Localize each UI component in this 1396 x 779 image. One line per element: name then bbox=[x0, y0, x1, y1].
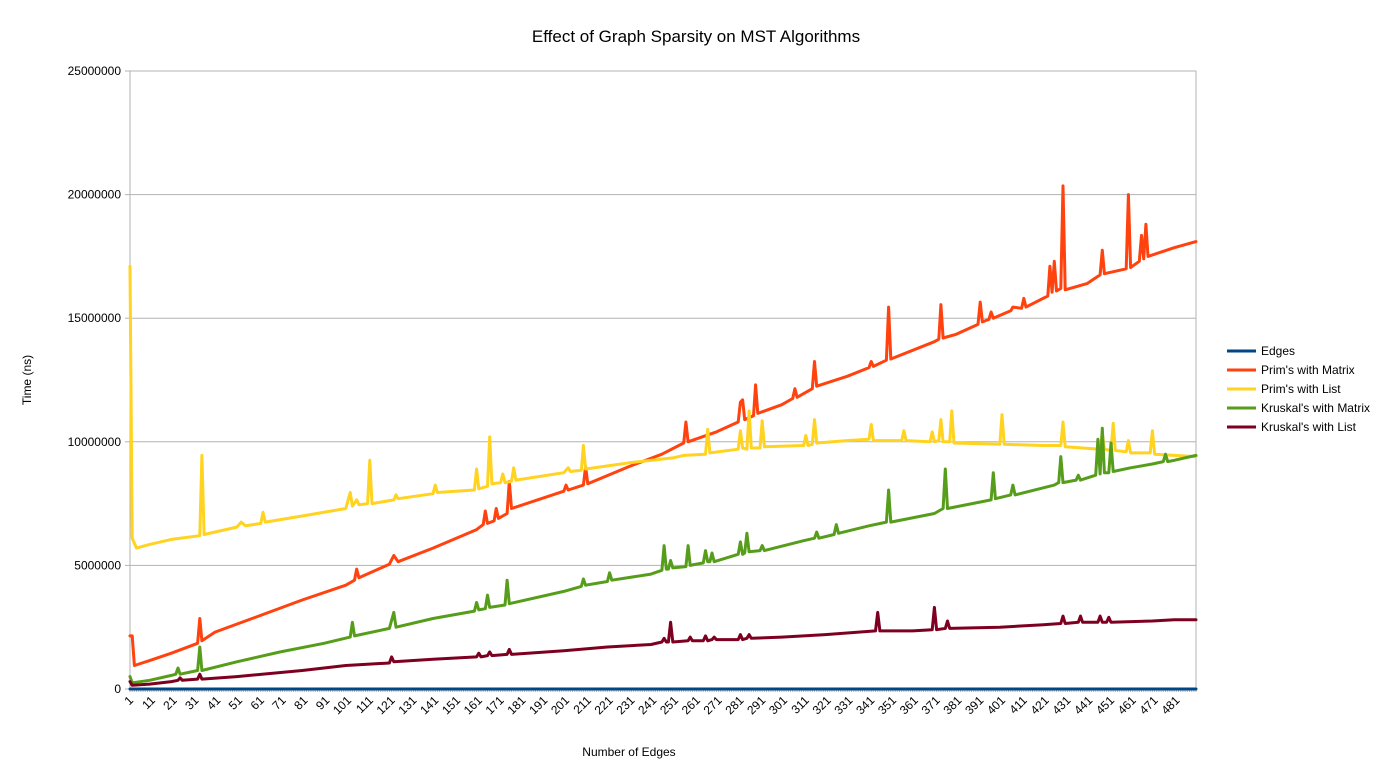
x-tick-label: 261 bbox=[679, 693, 703, 717]
x-axis-ticks: 1 11 21 31 41 51 61 71 81 91101111121131141151161… bbox=[121, 689, 1197, 717]
x-tick-label: 311 bbox=[788, 693, 812, 717]
x-tick-label: 41 bbox=[204, 693, 224, 713]
y-tick-label: 5000000 bbox=[74, 558, 121, 572]
y-axis-ticks: 0 5000000 10000000 15000000 20000000 25000000 bbox=[68, 64, 122, 696]
x-tick-label: 211 bbox=[570, 693, 594, 717]
x-tick-label: 301 bbox=[766, 693, 790, 717]
y-tick-label: 20000000 bbox=[68, 188, 122, 202]
x-tick-label: 241 bbox=[635, 693, 659, 717]
y-tick-label: 10000000 bbox=[68, 435, 122, 449]
x-axis-title: Number of Edges bbox=[582, 745, 675, 759]
series-line-3 bbox=[128, 426, 1198, 685]
x-tick-label: 251 bbox=[657, 693, 681, 717]
x-tick-label: 331 bbox=[831, 693, 855, 717]
x-tick-label: 31 bbox=[182, 693, 202, 713]
gridlines bbox=[125, 70, 1196, 690]
legend-label: Prim's with List bbox=[1261, 382, 1341, 396]
y-tick-label: 0 bbox=[114, 682, 121, 696]
x-tick-label: 231 bbox=[613, 693, 637, 717]
x-tick-label: 361 bbox=[897, 693, 921, 717]
x-tick-label: 471 bbox=[1137, 693, 1161, 717]
x-tick-label: 321 bbox=[810, 693, 834, 717]
x-tick-label: 441 bbox=[1071, 693, 1095, 717]
y-tick-label: 15000000 bbox=[68, 311, 122, 325]
x-tick-label: 151 bbox=[439, 693, 463, 717]
x-tick-label: 111 bbox=[353, 693, 376, 716]
x-tick-label: 71 bbox=[269, 693, 289, 713]
x-tick-label: 131 bbox=[395, 693, 419, 717]
x-tick-label: 281 bbox=[722, 693, 746, 717]
series-line-4 bbox=[128, 605, 1198, 687]
x-tick-label: 461 bbox=[1115, 693, 1139, 717]
x-tick-label: 61 bbox=[248, 693, 268, 713]
x-tick-label: 21 bbox=[160, 693, 180, 713]
x-tick-label: 161 bbox=[461, 693, 485, 717]
series-line-1 bbox=[128, 184, 1198, 667]
series-lines bbox=[128, 184, 1198, 691]
x-tick-label: 411 bbox=[1006, 693, 1030, 717]
x-tick-label: 141 bbox=[417, 693, 441, 717]
series-line-2 bbox=[128, 264, 1198, 550]
chart-title: Effect of Graph Sparsity on MST Algorith… bbox=[532, 27, 860, 46]
plot-area bbox=[129, 70, 1197, 690]
x-tick-label: 81 bbox=[291, 693, 311, 713]
x-tick-label: 371 bbox=[919, 693, 943, 717]
y-axis-title: Time (ns) bbox=[20, 355, 34, 405]
x-tick-label: 101 bbox=[330, 693, 354, 717]
y-tick-label: 25000000 bbox=[68, 64, 122, 78]
x-tick-label: 341 bbox=[853, 693, 877, 717]
legend: Edges Prim's with Matrix Prim's with List K… bbox=[1227, 344, 1370, 434]
x-tick-label: 291 bbox=[744, 693, 768, 717]
x-tick-label: 121 bbox=[374, 693, 398, 717]
x-tick-label: 351 bbox=[875, 693, 899, 717]
legend-label: Edges bbox=[1261, 344, 1295, 358]
x-tick-label: 391 bbox=[962, 693, 986, 717]
legend-label: Prim's with Matrix bbox=[1261, 363, 1355, 377]
x-tick-label: 11 bbox=[139, 693, 158, 712]
x-tick-label: 401 bbox=[984, 693, 1008, 717]
x-tick-label: 51 bbox=[226, 693, 246, 713]
x-tick-label: 1 bbox=[121, 693, 136, 708]
x-tick-label: 431 bbox=[1049, 693, 1073, 717]
legend-label: Kruskal's with List bbox=[1261, 420, 1357, 434]
x-tick-label: 91 bbox=[313, 693, 333, 713]
x-tick-label: 201 bbox=[548, 693, 572, 717]
x-tick-label: 181 bbox=[504, 693, 528, 717]
x-tick-label: 191 bbox=[526, 693, 550, 717]
legend-label: Kruskal's with Matrix bbox=[1261, 401, 1370, 415]
x-tick-label: 381 bbox=[940, 693, 964, 717]
x-tick-label: 221 bbox=[592, 693, 616, 717]
x-tick-label: 451 bbox=[1093, 693, 1117, 717]
x-tick-label: 481 bbox=[1158, 693, 1182, 717]
x-tick-label: 421 bbox=[1028, 693, 1052, 717]
x-tick-label: 171 bbox=[483, 693, 507, 717]
x-tick-label: 271 bbox=[701, 693, 725, 717]
